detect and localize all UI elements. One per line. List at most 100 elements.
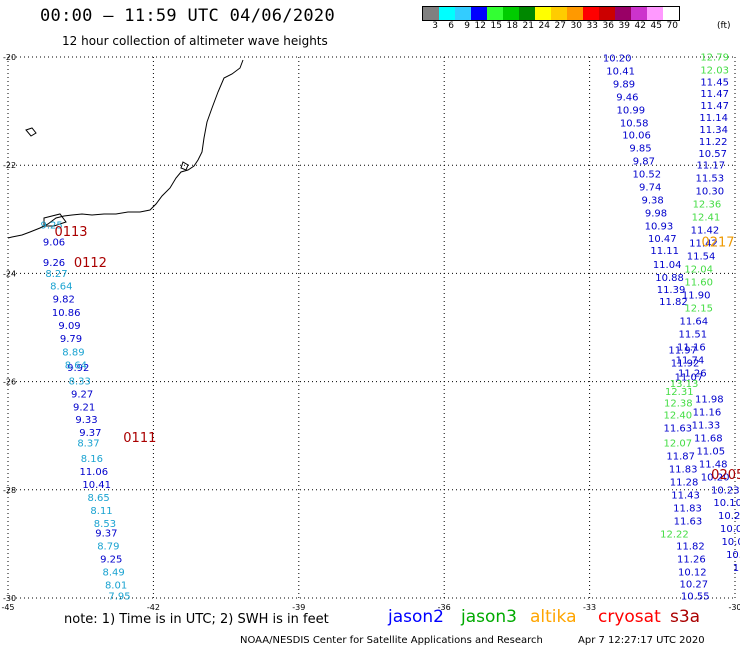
track-value-label: 12.31 bbox=[665, 387, 694, 398]
track-value-label: 11.54 bbox=[687, 252, 716, 263]
lon-tick-label: -33 bbox=[583, 603, 596, 612]
track-value-label: 8.49 bbox=[103, 567, 125, 578]
track-value-label: 11.16 bbox=[677, 342, 706, 353]
track-value-label: 9.33 bbox=[75, 415, 97, 426]
lat-tick-label: -20 bbox=[3, 53, 16, 62]
track-value-label: 10.41 bbox=[82, 480, 111, 491]
track-value-label: 11.42 bbox=[689, 239, 718, 250]
track-value-label: 11.74 bbox=[676, 355, 705, 366]
track-value-label: 11.17 bbox=[696, 161, 725, 172]
track-value-label: 10.12 bbox=[678, 567, 707, 578]
track-value-label: 9.27 bbox=[71, 390, 93, 401]
track-value-label: 9.37 bbox=[79, 428, 101, 439]
track: 9.258.278.648.898.648.338.378.168.658.11… bbox=[40, 221, 130, 603]
track-value-label: 12.22 bbox=[660, 530, 689, 541]
track-value-label: 8.16 bbox=[81, 454, 103, 465]
footer-note: note: 1) Time is in UTC; 2) SWH is in fe… bbox=[64, 612, 329, 627]
legend-label: 36 bbox=[602, 21, 614, 31]
track-value-label: 7.95 bbox=[108, 591, 130, 602]
track-value-label: 10.86 bbox=[52, 308, 81, 319]
track-value-label: 9.21 bbox=[73, 402, 95, 413]
track-value-label: 11.42 bbox=[691, 226, 720, 237]
legend-label: 42 bbox=[634, 21, 646, 31]
legend-swatch bbox=[423, 7, 439, 20]
legend-swatch bbox=[503, 7, 519, 20]
legend-label: 39 bbox=[618, 21, 630, 31]
track-value-label: 8.37 bbox=[77, 439, 99, 450]
track-value-label: 11.53 bbox=[695, 174, 724, 185]
track-value-label: 11.68 bbox=[694, 433, 723, 444]
track-value-label: 10.93 bbox=[645, 221, 674, 232]
legend-swatch bbox=[567, 7, 583, 20]
lat-tick-label: -24 bbox=[3, 269, 16, 278]
track-value-label: 10.55 bbox=[681, 591, 710, 602]
track-value-label: 11.90 bbox=[682, 290, 711, 301]
track-value-label: 13.13 bbox=[670, 379, 699, 390]
track-value-label: 11.33 bbox=[692, 420, 721, 431]
track-value-label: 11.14 bbox=[699, 113, 728, 124]
track-value-label: 8.64 bbox=[65, 360, 87, 371]
track: 9.06 9.26 9.82 10.86 9.09 9.79 9.92 9.279.21 9.3… bbox=[43, 237, 122, 565]
track-value-label: 9.98 bbox=[645, 208, 667, 219]
track-value-label: 11.60 bbox=[684, 278, 713, 289]
track-value-label: 11.05 bbox=[696, 446, 725, 457]
legend-swatch bbox=[599, 7, 615, 20]
track-value-label: 11.63 bbox=[674, 517, 703, 528]
lon-tick-label: -36 bbox=[438, 603, 451, 612]
track-value-label: 11.11 bbox=[650, 246, 679, 257]
track-value-label: 11.97 bbox=[668, 346, 697, 357]
color-scale-labels: 3 6 9 12 15 18 21 24 27 30 33 36 39 42 45 70 bbox=[422, 21, 678, 31]
track-value-label: 8.53 bbox=[94, 519, 116, 530]
legend-swatch bbox=[455, 7, 471, 20]
track-value-label: 12.15 bbox=[684, 303, 713, 314]
legend-label: 27 bbox=[554, 21, 566, 31]
legend-swatch bbox=[583, 7, 599, 20]
track-value-label: 11.51 bbox=[679, 329, 708, 340]
track-value-label: 10.06 bbox=[622, 130, 651, 141]
legend-label: 18 bbox=[506, 21, 518, 31]
track-value-label: 11.64 bbox=[679, 316, 708, 327]
track-value-label: 11.26 bbox=[677, 555, 706, 566]
legend-swatch bbox=[535, 7, 551, 20]
track-value-label: 9.06 bbox=[43, 237, 65, 248]
track-value-label: 10.88 bbox=[655, 273, 684, 284]
track-value-label: 11.07 bbox=[675, 373, 704, 384]
track-value-label: 12.38 bbox=[664, 399, 693, 410]
track-value-label: 10.27 bbox=[679, 579, 708, 590]
legend-swatch bbox=[519, 7, 535, 20]
track-value-label: 12.36 bbox=[693, 200, 722, 211]
legend-label: 12 bbox=[474, 21, 486, 31]
track-value-label: 10.20 bbox=[603, 54, 632, 65]
track-value-label: 11.47 bbox=[700, 101, 729, 112]
track-value-label: 9.89 bbox=[613, 80, 635, 91]
track-value-label: 10.47 bbox=[648, 234, 677, 245]
legend-label: 70 bbox=[666, 21, 678, 31]
pass-id-label: 0205 bbox=[711, 468, 740, 483]
track-value-label: 10.52 bbox=[632, 169, 661, 180]
track-value-label: 11.47 bbox=[700, 89, 729, 100]
legend-label: 6 bbox=[448, 21, 454, 31]
track-value-label: 10.23 bbox=[711, 485, 740, 496]
track-value-label: 11.39 bbox=[657, 285, 686, 296]
satellite-legend-item: jason3 bbox=[461, 607, 517, 627]
legend-swatch bbox=[647, 7, 663, 20]
altimeter-tracks: 9.06 9.26 9.82 10.86 9.09 9.79 9.92 9.279.21 9.3… bbox=[40, 52, 740, 602]
track-value-label: 9.92 bbox=[67, 363, 89, 374]
track-value-label: 10.57 bbox=[698, 149, 727, 160]
track: 12.79 12.03 12.36 12.41 12.04 11.60 12.15 13.13… bbox=[660, 52, 729, 540]
track-value-label: 11.34 bbox=[699, 125, 728, 136]
track-value-label: 9.85 bbox=[629, 143, 651, 154]
legend-swatch bbox=[551, 7, 567, 20]
track-value-label: 11.98 bbox=[695, 394, 724, 405]
track-value-label: 11.16 bbox=[693, 407, 722, 418]
legend-swatch bbox=[615, 7, 631, 20]
track-value-label: 10.2 bbox=[718, 511, 740, 522]
track-value-label: 11.22 bbox=[699, 137, 728, 148]
track: 11.4511.4711.4711.1411.3411.2210.5711.17… bbox=[676, 77, 740, 574]
track-value-label: 12.07 bbox=[663, 439, 692, 450]
credit-text: NOAA/NESDIS Center for Satellite Applica… bbox=[240, 635, 543, 646]
track-value-label: 9.74 bbox=[639, 182, 661, 193]
